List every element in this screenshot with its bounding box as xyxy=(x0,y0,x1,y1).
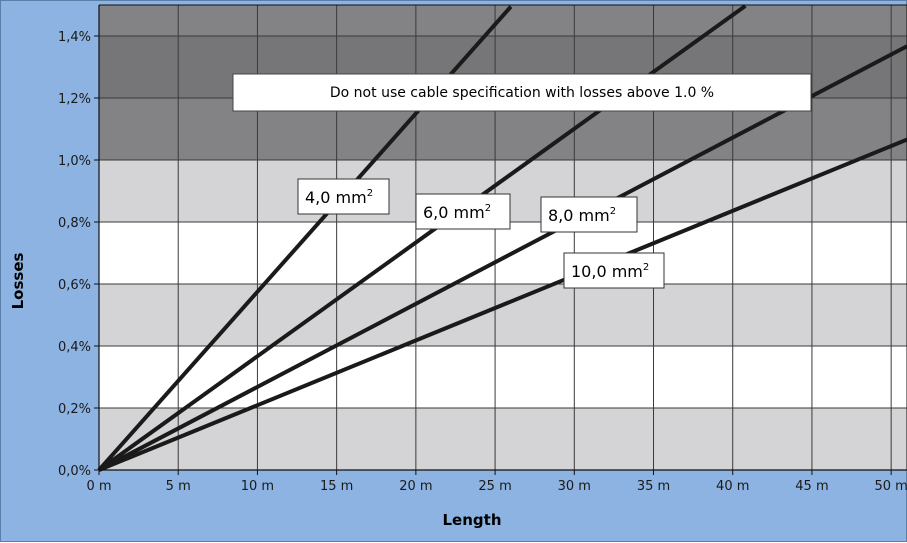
x-tick-label: 30 m xyxy=(558,479,591,494)
x-tick-label: 15 m xyxy=(320,479,353,494)
y-tick-label: 0,2% xyxy=(58,402,91,417)
x-tick-label: 35 m xyxy=(637,479,670,494)
y-tick-label: 0,8% xyxy=(58,216,91,231)
x-tick-label: 25 m xyxy=(478,479,511,494)
band-0 xyxy=(99,408,907,470)
y-tick-label: 0,0% xyxy=(58,464,91,479)
band-2 xyxy=(99,284,907,346)
forbidden-zone-2 xyxy=(99,5,907,36)
series-label-0: 4,0 mm2 xyxy=(305,188,373,207)
x-tick-label: 45 m xyxy=(795,479,828,494)
band-3 xyxy=(99,222,907,284)
x-tick-label: 20 m xyxy=(399,479,432,494)
band-1 xyxy=(99,346,907,408)
series-label-3: 10,0 mm2 xyxy=(571,262,649,281)
x-tick-label: 0 m xyxy=(86,479,111,494)
y-axis-title: Losses xyxy=(9,253,27,310)
x-tick-label: 5 m xyxy=(166,479,191,494)
y-tick-label: 1,0% xyxy=(58,154,91,169)
x-axis-title: Length xyxy=(443,511,502,529)
x-tick-label: 40 m xyxy=(716,479,749,494)
y-tick-label: 1,2% xyxy=(58,92,91,107)
x-tick-label: 10 m xyxy=(241,479,274,494)
y-tick-label: 0,6% xyxy=(58,278,91,293)
y-tick-label: 1,4% xyxy=(58,30,91,45)
x-tick-label: 50 m xyxy=(874,479,907,494)
annotation-text: Do not use cable specification with loss… xyxy=(330,85,714,101)
series-label-2: 8,0 mm2 xyxy=(548,206,616,225)
y-tick-label: 0,4% xyxy=(58,340,91,355)
series-label-1: 6,0 mm2 xyxy=(423,203,491,222)
